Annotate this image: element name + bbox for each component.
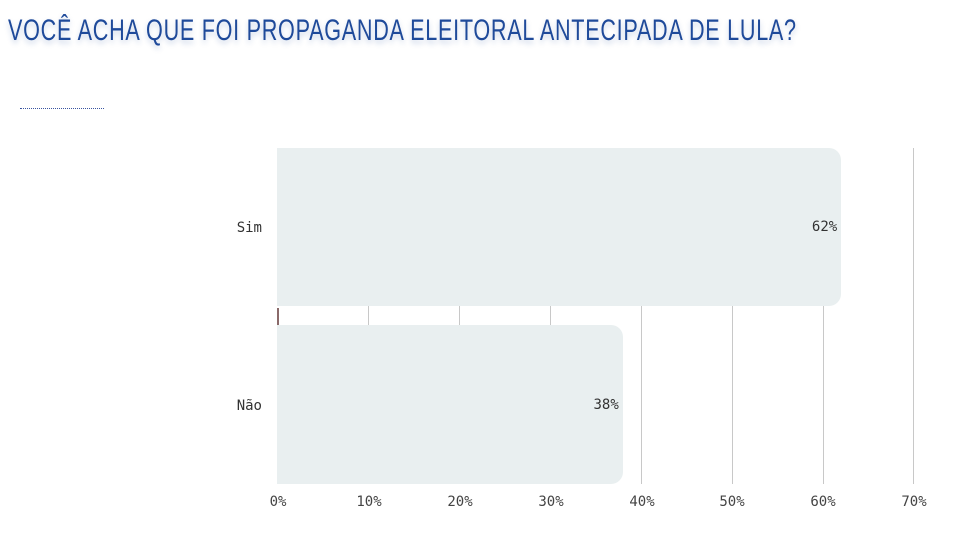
bar-value-label: 38% — [593, 396, 619, 413]
category-label-sim: Sim — [236, 220, 262, 236]
x-tick-label: 70% — [901, 494, 927, 510]
x-tick-label: 0% — [269, 494, 287, 510]
gridline-20 — [459, 148, 460, 484]
gridline-50 — [732, 148, 733, 484]
bar-sim: 62% — [277, 148, 842, 306]
title-underline-divider — [20, 108, 104, 109]
gridline-10 — [368, 148, 369, 484]
gridline-60 — [823, 148, 824, 484]
gridline-30 — [550, 148, 551, 484]
plot-area: 62% 38% — [277, 148, 914, 484]
x-tick-label: 60% — [810, 494, 836, 510]
axis-zero-marker — [277, 308, 279, 325]
bar-value-label: 62% — [811, 219, 838, 235]
x-tick-label: 50% — [719, 494, 745, 510]
x-tick-label: 40% — [629, 494, 655, 510]
x-tick-label: 20% — [447, 494, 473, 510]
category-label-nao: Não — [236, 398, 262, 414]
chart-title: VOCÊ ACHA QUE FOI PROPAGANDA ELEITORAL A… — [8, 14, 797, 47]
x-tick-label: 10% — [356, 494, 382, 510]
gridline-40 — [641, 148, 642, 484]
x-tick-label: 30% — [538, 494, 564, 510]
bar-nao: 38% — [277, 325, 623, 484]
gridline-70 — [913, 148, 914, 484]
